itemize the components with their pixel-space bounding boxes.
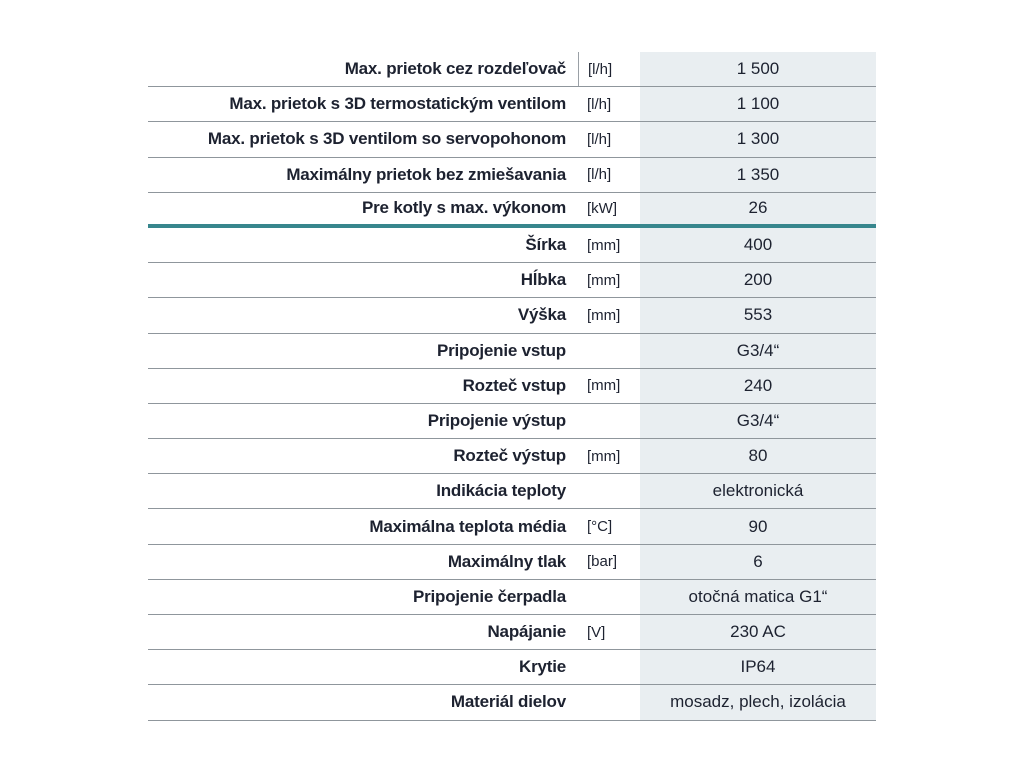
spec-value: G3/4“: [640, 333, 876, 368]
spec-unit: [578, 404, 640, 438]
spec-unit: [bar]: [587, 553, 618, 571]
spec-label: Napájanie: [487, 622, 566, 642]
spec-label: Šírka: [525, 235, 566, 255]
table-row: Pripojenie čerpadla otočná matica G1“: [148, 579, 876, 615]
spec-label: Maximálna teplota média: [369, 516, 566, 536]
spec-unit: [l/h]: [578, 52, 640, 87]
table-row: Krytie IP64: [148, 650, 876, 686]
spec-value: G3/4“: [640, 403, 876, 439]
table-row: Max. prietok s 3D ventilom so servopohon…: [148, 122, 876, 158]
spec-unit: [mm]: [587, 306, 621, 324]
spec-label: Max. prietok cez rozdeľovač: [344, 59, 566, 79]
table-row: Napájanie [V] 230 AC: [148, 615, 876, 651]
spec-unit: [578, 474, 640, 508]
spec-unit: [l/h]: [587, 95, 612, 113]
spec-unit: [l/h]: [587, 166, 612, 184]
table-row: Rozteč výstup [mm] 80: [148, 439, 876, 475]
spec-value: elektronická: [640, 474, 876, 509]
spec-value: 26: [640, 192, 876, 224]
spec-unit: [V]: [587, 623, 606, 641]
spec-unit: [mm]: [587, 236, 621, 254]
spec-value: 90: [640, 509, 876, 544]
table-row: Šírka [mm] 400: [148, 227, 876, 264]
spec-value: 200: [640, 263, 876, 298]
spec-label: Krytie: [519, 657, 566, 677]
spec-unit: [578, 334, 640, 368]
spec-label: Rozteč vstup: [462, 375, 567, 395]
spec-unit: [l/h]: [587, 130, 612, 148]
spec-table: Max. prietok cez rozdeľovač [l/h] 1 500 Max…: [148, 52, 876, 721]
spec-label: Rozteč výstup: [453, 446, 566, 466]
table-row: Pripojenie výstup G3/4“: [148, 403, 876, 440]
spec-label: Materiál dielov: [450, 692, 566, 712]
spec-value: 1 300: [640, 122, 876, 157]
spec-unit: [578, 685, 640, 719]
spec-value: 400: [640, 227, 876, 263]
spec-value: 1 500: [640, 52, 876, 87]
spec-value: 553: [640, 298, 876, 333]
spec-value: 1 350: [640, 157, 876, 192]
spec-label: Pripojenie vstup: [436, 340, 566, 360]
table-row: Materiál dielov mosadz, plech, izolácia: [148, 685, 876, 721]
table-row: Maximálny tlak [bar] 6: [148, 544, 876, 580]
table-row: Indikácia teploty elektronická: [148, 474, 876, 510]
table-row: Max. prietok s 3D termostatickým ventilo…: [148, 87, 876, 123]
spec-label: Maximálny tlak: [447, 551, 566, 571]
table-row: Výška [mm] 553: [148, 298, 876, 334]
spec-label: Indikácia teploty: [436, 481, 566, 501]
table-row: Maximálny prietok bez zmiešavania [l/h] 1 …: [148, 157, 876, 193]
spec-label: Hĺbka: [520, 270, 566, 290]
spec-label: Pre kotly s max. výkonom: [361, 198, 566, 218]
spec-unit: [578, 650, 640, 684]
spec-value: 240: [640, 368, 876, 403]
table-row: Pripojenie vstup G3/4“: [148, 333, 876, 369]
spec-value: otočná matica G1“: [640, 579, 876, 614]
spec-value: 6: [640, 544, 876, 579]
table-row: Rozteč vstup [mm] 240: [148, 368, 876, 404]
spec-value: 230 AC: [640, 615, 876, 650]
spec-value: 1 100: [640, 87, 876, 122]
table-row: Pre kotly s max. výkonom [kW] 26: [148, 192, 876, 228]
spec-value: 80: [640, 439, 876, 474]
spec-unit: [°C]: [587, 518, 613, 536]
spec-value: mosadz, plech, izolácia: [640, 685, 876, 720]
spec-label: Max. prietok s 3D termostatickým ventilo…: [229, 94, 566, 114]
spec-label: Pripojenie výstup: [427, 410, 567, 430]
spec-unit: [578, 580, 640, 614]
spec-label: Maximálny prietok bez zmiešavania: [286, 164, 566, 184]
table-row: Max. prietok cez rozdeľovač [l/h] 1 500: [148, 52, 876, 88]
spec-label: Pripojenie čerpadla: [412, 586, 566, 606]
spec-unit: [kW]: [587, 199, 617, 217]
spec-unit: [mm]: [587, 447, 621, 465]
spec-label: Max. prietok s 3D ventilom so servopohon…: [207, 129, 566, 149]
spec-label: Výška: [517, 305, 566, 325]
spec-unit: [mm]: [587, 377, 621, 395]
table-row: Hĺbka [mm] 200: [148, 263, 876, 299]
table-row: Maximálna teplota média [°C] 90: [148, 509, 876, 545]
spec-value: IP64: [640, 650, 876, 685]
spec-unit: [mm]: [587, 271, 621, 289]
